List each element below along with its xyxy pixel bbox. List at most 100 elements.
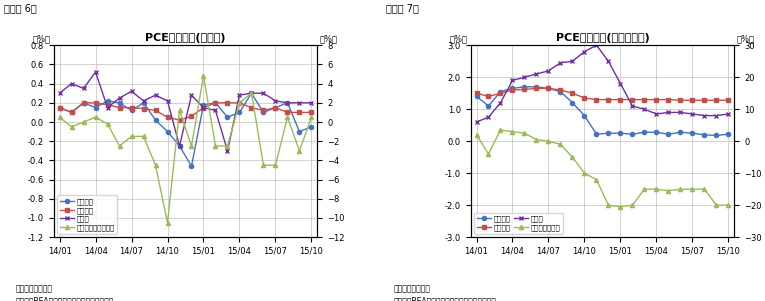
食料品 (616, 82, 625, 85)
コア指数 (496, 92, 505, 95)
エネルギー関連 (711, 203, 721, 207)
総合指数 (544, 87, 553, 90)
食料品 (307, 101, 316, 105)
食料品 (271, 99, 280, 103)
総合指数 (592, 132, 601, 136)
エネルギー関連 (628, 203, 637, 207)
Text: （%）: （%） (320, 34, 338, 43)
食料品 (508, 79, 517, 82)
総合指数 (223, 115, 232, 119)
Line: エネルギー（右軸）: エネルギー（右軸） (57, 74, 314, 225)
食料品 (163, 99, 172, 103)
コア指数 (616, 98, 625, 101)
コア指数 (628, 98, 637, 101)
コア指数 (568, 92, 577, 95)
Line: エネルギー関連: エネルギー関連 (474, 128, 731, 209)
総合指数 (652, 130, 661, 134)
食料品 (199, 106, 208, 110)
エネルギー（右軸） (151, 163, 160, 167)
エネルギー関連 (520, 132, 529, 135)
総合指数 (724, 132, 733, 136)
コア指数 (295, 110, 304, 114)
コア指数 (67, 110, 76, 114)
総合指数 (91, 106, 100, 110)
総合指数 (247, 92, 256, 95)
コア指数 (223, 101, 232, 105)
食料品 (568, 59, 577, 63)
食料品 (688, 112, 697, 116)
エネルギー関連 (604, 203, 613, 207)
総合指数 (259, 110, 268, 114)
コア指数 (472, 92, 481, 95)
食料品 (664, 110, 673, 114)
Text: （注）季節調整済: （注）季節調整済 (15, 284, 52, 293)
エネルギー関連 (616, 205, 625, 209)
食料品 (79, 87, 88, 90)
エネルギー関連 (652, 188, 661, 191)
Title: PCE価格指数(前年同月比): PCE価格指数(前年同月比) (555, 33, 649, 43)
エネルギー関連 (496, 128, 505, 132)
Text: （資料）BEAよりニッセイ基礎研究研究所作成: （資料）BEAよりニッセイ基礎研究研究所作成 (394, 296, 497, 301)
コア指数 (592, 98, 601, 101)
総合指数 (496, 90, 505, 93)
総合指数 (628, 132, 637, 136)
総合指数 (604, 132, 613, 135)
食料品 (211, 109, 220, 112)
総合指数 (711, 134, 721, 137)
総合指数 (127, 109, 136, 112)
総合指数 (115, 101, 124, 105)
Text: （図表 7）: （図表 7） (386, 3, 419, 13)
コア指数 (520, 88, 529, 91)
Line: 総合指数: 総合指数 (57, 91, 314, 168)
コア指数 (532, 87, 541, 90)
総合指数 (664, 132, 673, 136)
総合指数 (675, 130, 685, 134)
総合指数 (472, 95, 481, 98)
コア指数 (103, 103, 112, 107)
食料品 (544, 69, 553, 73)
食料品 (187, 93, 196, 97)
コア指数 (187, 114, 196, 118)
エネルギー関連 (472, 133, 481, 137)
食料品 (520, 76, 529, 79)
コア指数 (604, 98, 613, 101)
エネルギー関連 (568, 155, 577, 159)
総合指数 (688, 132, 697, 135)
総合指数 (295, 130, 304, 133)
エネルギー（右軸） (211, 144, 220, 148)
コア指数 (664, 98, 673, 101)
エネルギー（右軸） (91, 115, 100, 119)
総合指数 (235, 110, 244, 114)
コア指数 (724, 98, 733, 102)
総合指数 (616, 132, 625, 135)
エネルギー（右軸） (55, 115, 64, 119)
総合指数 (568, 101, 577, 105)
エネルギー（右軸） (127, 135, 136, 138)
総合指数 (283, 101, 292, 105)
食料品 (640, 107, 649, 111)
総合指数 (151, 118, 160, 122)
エネルギー（右軸） (163, 221, 172, 225)
食料品 (103, 106, 112, 110)
食料品 (115, 96, 124, 100)
食料品 (484, 115, 493, 119)
エネルギー（右軸） (115, 144, 124, 148)
Text: （%）: （%） (450, 34, 468, 43)
コア指数 (211, 101, 220, 105)
エネルギー（右軸） (199, 74, 208, 78)
食料品 (139, 99, 148, 103)
Line: 食料品: 食料品 (474, 43, 731, 124)
コア指数 (700, 98, 709, 102)
コア指数 (163, 115, 172, 119)
総合指数 (307, 125, 316, 129)
Legend: 総合指数, コア指数, 食料品, エネルギー（右軸）: 総合指数, コア指数, 食料品, エネルギー（右軸） (57, 195, 118, 234)
コア指数 (307, 110, 316, 114)
総合指数 (271, 106, 280, 110)
エネルギー関連 (484, 152, 493, 156)
エネルギー（右軸） (247, 92, 256, 95)
コア指数 (151, 109, 160, 112)
食料品 (127, 89, 136, 93)
Line: コア指数: コア指数 (57, 101, 314, 122)
食料品 (259, 92, 268, 95)
食料品 (532, 72, 541, 76)
